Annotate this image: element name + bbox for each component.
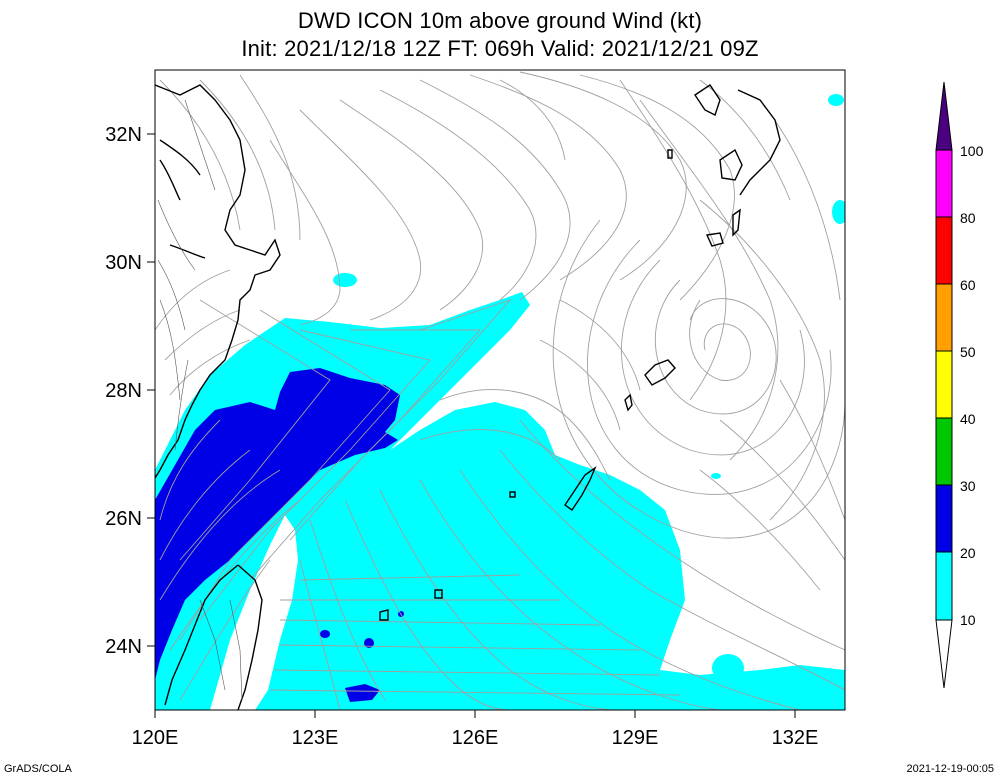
colorbar-label: 30 xyxy=(960,478,976,494)
map-title-line2: Init: 2021/12/18 12Z FT: 069h Valid: 202… xyxy=(241,36,759,61)
lon-tick-label: 126E xyxy=(452,727,499,749)
colorbar-segment-30-40 xyxy=(935,417,953,486)
colorbar-segment-20-30 xyxy=(935,484,953,553)
colorbar-bottom-triangle xyxy=(935,619,953,689)
wind-shade-patch xyxy=(832,200,845,224)
lon-axis-labels: 120E 123E 126E 129E 132E xyxy=(132,727,819,749)
colorbar-segment-60-80 xyxy=(935,216,953,285)
lon-tick-label: 120E xyxy=(132,727,179,749)
colorbar-segment-50-60 xyxy=(935,283,953,352)
lat-tick-label: 26N xyxy=(105,508,142,530)
wind-shade-patch xyxy=(333,273,357,287)
colorbar-label: 60 xyxy=(960,277,976,293)
colorbar-label: 50 xyxy=(960,344,976,360)
lat-tick-label: 32N xyxy=(105,124,142,146)
colorbar-segment-10-20 xyxy=(935,551,953,621)
map-title-line1: DWD ICON 10m above ground Wind (kt) xyxy=(297,8,703,33)
wind-shade-20-30kt xyxy=(320,630,330,638)
wind-streamlines xyxy=(155,71,845,710)
colorbar-segment-40-50 xyxy=(935,350,953,419)
wind-shade-patch xyxy=(828,94,844,106)
lon-tick-label: 132E xyxy=(772,727,819,749)
colorbar-label: 20 xyxy=(960,545,976,561)
colorbar: 10 20 30 40 50 60 80 100 xyxy=(935,81,984,689)
wind-shade-20-30kt xyxy=(155,368,400,680)
lat-tick-label: 30N xyxy=(105,252,142,274)
wind-shade-patch xyxy=(712,654,744,682)
wind-shade-20-30kt xyxy=(345,684,380,702)
lat-axis-labels: 32N 30N 28N 26N 24N xyxy=(105,124,142,658)
land-streamlines xyxy=(157,99,243,701)
lon-tick-label: 123E xyxy=(292,727,339,749)
footer-software-credit: GrADS/COLA xyxy=(4,763,72,775)
lon-tick-label: 129E xyxy=(612,727,659,749)
wind-shade-patch xyxy=(711,473,721,479)
lat-tick-label: 24N xyxy=(105,636,142,658)
colorbar-label: 10 xyxy=(960,612,976,628)
colorbar-top-triangle xyxy=(935,81,953,151)
frame-ticks xyxy=(147,133,796,718)
colorbar-label: 80 xyxy=(960,210,976,226)
footer-timestamp: 2021-12-19-00:05 xyxy=(906,763,994,775)
wind-shade-20-30kt xyxy=(364,638,374,648)
colorbar-segment-80-100 xyxy=(935,149,953,218)
coastlines xyxy=(155,84,781,710)
colorbar-label: 40 xyxy=(960,411,976,427)
lat-tick-label: 28N xyxy=(105,380,142,402)
colorbar-label: 100 xyxy=(960,143,984,159)
land-gap xyxy=(210,515,298,710)
